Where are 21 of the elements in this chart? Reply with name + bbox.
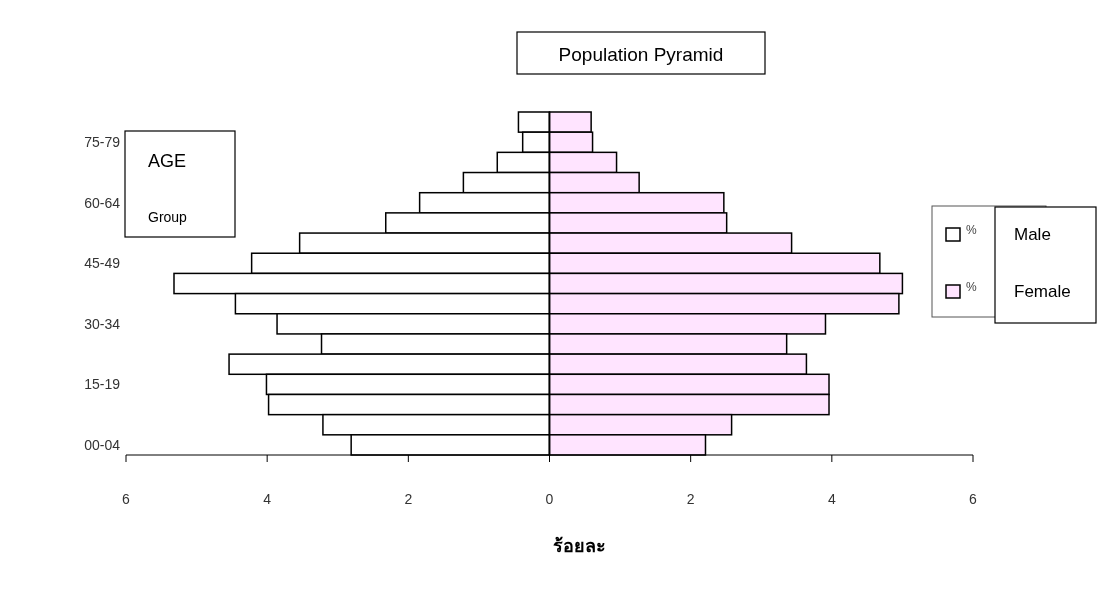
y-tick-label: 45-49 (84, 255, 121, 272)
chart-title: Population Pyramid (558, 44, 724, 65)
x-tick-label: 4 (263, 491, 272, 507)
x-tick-label: 4 (827, 491, 836, 507)
y-tick-label: 00-04 (84, 436, 121, 453)
text: Female (1014, 282, 1071, 301)
annotation: AGE (148, 151, 187, 171)
legend-label: % (966, 280, 977, 294)
y-tick-label: 15-19 (84, 376, 121, 393)
y-tick-label: 60-64 (84, 194, 121, 211)
x-tick-label: 6 (969, 491, 978, 507)
legend-label: % (966, 223, 977, 237)
y-tick-label: 30-34 (84, 315, 121, 332)
x-tick-label: 2 (404, 491, 413, 507)
x-tick-label: 0 (545, 491, 554, 507)
text: Male (1014, 225, 1051, 244)
x-tick-label: 6 (122, 491, 131, 507)
x-tick-label: 2 (686, 491, 695, 507)
annotation: Group (148, 209, 188, 225)
x-axis-title: ร้อยละ (553, 536, 606, 556)
y-tick-label: 75-79 (84, 134, 121, 151)
